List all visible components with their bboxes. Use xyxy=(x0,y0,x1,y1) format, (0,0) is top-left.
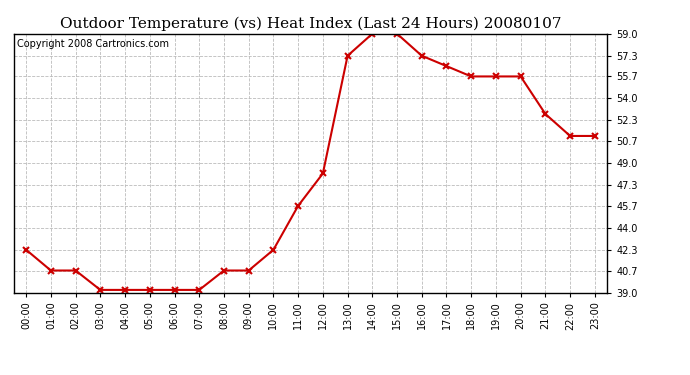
Text: Copyright 2008 Cartronics.com: Copyright 2008 Cartronics.com xyxy=(17,39,169,49)
Title: Outdoor Temperature (vs) Heat Index (Last 24 Hours) 20080107: Outdoor Temperature (vs) Heat Index (Las… xyxy=(60,17,561,31)
